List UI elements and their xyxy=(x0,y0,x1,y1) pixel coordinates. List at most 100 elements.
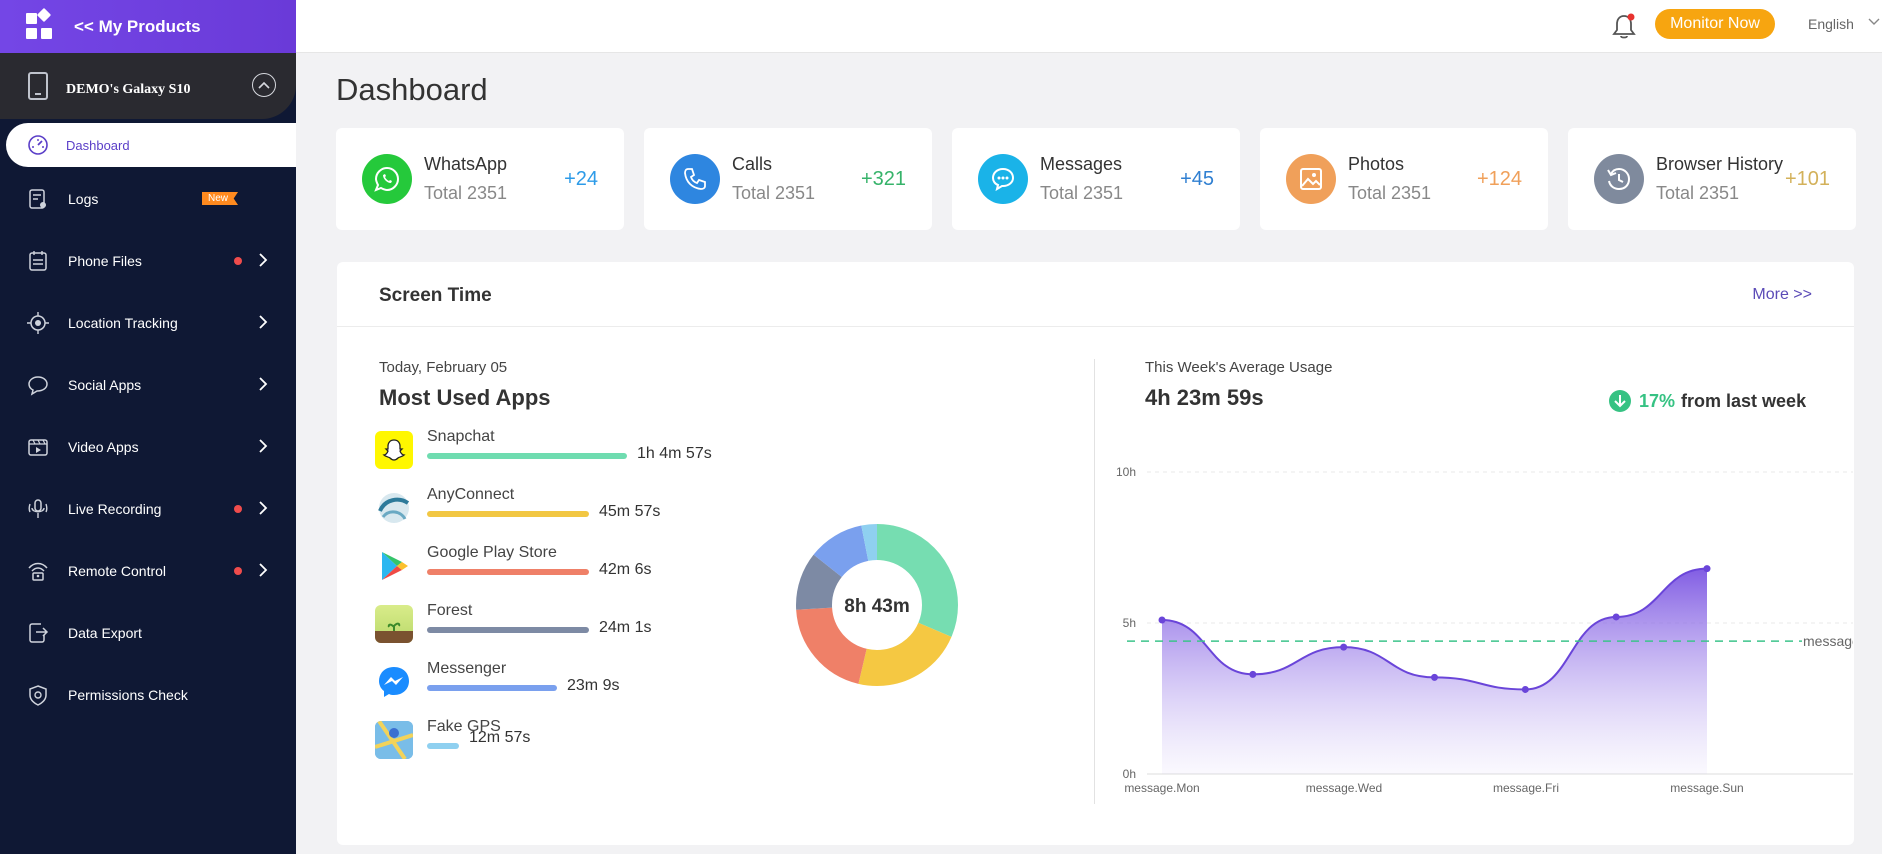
export-icon xyxy=(26,621,50,645)
device-selector[interactable]: DEMO's Galaxy S10 xyxy=(0,53,296,119)
stat-cards: WhatsApp Total 2351 +24 Calls Total 2351… xyxy=(336,128,1856,230)
sidebar-item-permissions-check[interactable]: Permissions Check xyxy=(0,664,296,726)
screen-time-panel: Screen Time More >> Today, February 05 M… xyxy=(337,262,1854,845)
list-item: Messenger 23m 9s xyxy=(375,660,755,718)
x-tick-label: message.Mon xyxy=(1124,781,1199,795)
donut-segment xyxy=(796,524,958,686)
app-name: Snapchat xyxy=(427,428,495,445)
stat-card-calls[interactable]: Calls Total 2351 +321 xyxy=(644,128,932,230)
x-tick-label: message.Wed xyxy=(1306,781,1382,795)
new-badge: New xyxy=(202,192,239,205)
card-total: Total 2351 xyxy=(1348,183,1432,203)
card-delta: +101 xyxy=(1784,168,1830,190)
stat-card-photos[interactable]: Photos Total 2351 +124 xyxy=(1260,128,1548,230)
apps-grid-icon xyxy=(26,7,54,41)
fake-gps-icon xyxy=(375,721,413,759)
trend-indicator: 17% from last week xyxy=(1609,390,1806,412)
phone-icon xyxy=(670,154,720,204)
device-name: DEMO's Galaxy S10 xyxy=(66,82,191,97)
stat-card-browser-history[interactable]: Browser History Total 2351 +101 xyxy=(1568,128,1856,230)
sidebar-item-logs[interactable]: Logs New xyxy=(0,168,296,230)
card-total: Total 2351 xyxy=(1040,183,1124,203)
monitor-now-button[interactable]: Monitor Now xyxy=(1655,9,1775,39)
alert-dot xyxy=(234,505,242,513)
sidebar-item-phone-files[interactable]: Phone Files xyxy=(0,230,296,292)
list-item: Fake GPS 12m 57s xyxy=(375,718,755,776)
y-tick-label: 5h xyxy=(1123,616,1136,630)
whatsapp-icon xyxy=(362,154,412,204)
forest-icon xyxy=(375,605,413,643)
sidebar-item-social-apps[interactable]: Social Apps xyxy=(0,354,296,416)
messenger-icon xyxy=(375,663,413,701)
usage-bar xyxy=(427,511,589,517)
sidebar-item-location-tracking[interactable]: Location Tracking xyxy=(0,292,296,354)
area-fill xyxy=(1162,568,1707,774)
play-store-icon xyxy=(375,547,413,585)
stat-card-messages[interactable]: Messages Total 2351 +45 xyxy=(952,128,1240,230)
sidebar-item-label: Data Export xyxy=(68,625,142,641)
chevron-right-icon xyxy=(259,563,268,577)
sidebar-item-label: Remote Control xyxy=(68,563,167,579)
top-header: Monitor Now English xyxy=(296,0,1882,53)
chevron-right-icon xyxy=(259,377,268,391)
my-products-link[interactable]: << My Products xyxy=(0,0,296,53)
alert-dot xyxy=(234,257,242,265)
history-icon xyxy=(1594,154,1644,204)
collapse-toggle-icon[interactable] xyxy=(252,73,276,97)
video-icon xyxy=(26,435,50,459)
data-point xyxy=(1521,685,1529,693)
list-item: Snapchat 1h 4m 57s xyxy=(375,428,755,486)
usage-bar xyxy=(427,627,589,633)
y-tick-label: 0h xyxy=(1123,767,1136,781)
card-total: Total 2351 xyxy=(424,183,508,203)
sidebar-nav: Dashboard Logs New Phone Files Location … xyxy=(0,119,296,726)
usage-time: 23m 9s xyxy=(567,677,620,694)
data-point xyxy=(1158,616,1166,624)
list-item: Google Play Store 42m 6s xyxy=(375,544,755,602)
list-item: Forest 24m 1s xyxy=(375,602,755,660)
donut-center-label: 8h 43m xyxy=(844,596,909,617)
page-title: Dashboard xyxy=(336,72,488,107)
phone-device-icon xyxy=(28,72,48,100)
more-link[interactable]: More >> xyxy=(1752,286,1812,303)
chevron-down-icon[interactable] xyxy=(1868,18,1880,26)
data-point xyxy=(1612,613,1620,621)
sidebar-item-label: Video Apps xyxy=(68,439,139,455)
alert-dot xyxy=(234,567,242,575)
usage-time: 45m 57s xyxy=(599,503,661,520)
panel-header: Screen Time More >> xyxy=(337,262,1854,327)
sidebar-item-label: Live Recording xyxy=(68,501,162,517)
sidebar-item-live-recording[interactable]: Live Recording xyxy=(0,478,296,540)
notification-bell-icon[interactable] xyxy=(1611,12,1637,40)
usage-bar xyxy=(427,743,459,749)
stat-card-whatsapp[interactable]: WhatsApp Total 2351 +24 xyxy=(336,128,624,230)
average-line-label: message.Avg xyxy=(1803,633,1853,649)
target-icon xyxy=(26,311,50,335)
card-delta: +24 xyxy=(564,168,598,190)
app-name: Google Play Store xyxy=(427,544,557,561)
sidebar-item-label: Phone Files xyxy=(68,253,142,269)
sidebar-item-dashboard[interactable]: Dashboard xyxy=(6,123,296,167)
weekly-usage-chart: 0h 5h 10h message.Avg message.Mon message.W… xyxy=(1116,465,1853,795)
language-select[interactable]: English xyxy=(1808,16,1854,32)
sidebar-item-data-export[interactable]: Data Export xyxy=(0,602,296,664)
card-name: Browser History xyxy=(1656,154,1784,174)
sidebar-item-label: Permissions Check xyxy=(68,687,188,703)
list-item: AnyConnect 45m 57s xyxy=(375,486,755,544)
gauge-icon xyxy=(26,133,50,157)
card-delta: +45 xyxy=(1180,168,1214,190)
card-delta: +124 xyxy=(1476,168,1522,190)
sidebar-item-video-apps[interactable]: Video Apps xyxy=(0,416,296,478)
donut-segment xyxy=(796,524,958,686)
card-delta: +321 xyxy=(860,168,906,190)
usage-bar xyxy=(427,569,589,575)
x-tick-label: message.Sun xyxy=(1670,781,1743,795)
my-products-title[interactable]: << My Products xyxy=(74,16,201,36)
sidebar-item-remote-control[interactable]: Remote Control xyxy=(0,540,296,602)
anyconnect-icon xyxy=(375,489,413,527)
snapchat-icon xyxy=(375,431,413,469)
usage-donut-chart: 8h 43m xyxy=(796,524,958,686)
sidebar: << My Products DEMO's Galaxy S10 Dashboa… xyxy=(0,0,296,854)
y-tick-label: 10h xyxy=(1116,465,1136,479)
usage-time: 42m 6s xyxy=(599,561,652,578)
